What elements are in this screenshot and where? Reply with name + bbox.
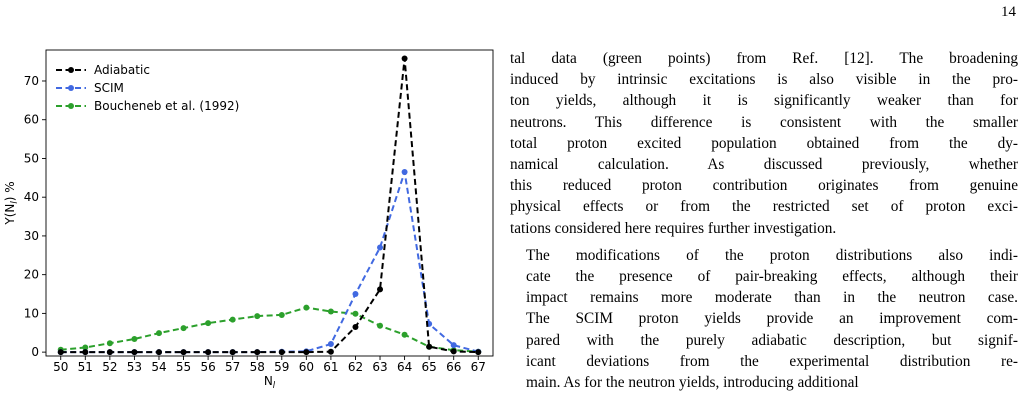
paragraph-1: tal data (green points) from Ref. [12]. … <box>510 48 1018 239</box>
x-tick-label: 63 <box>372 360 387 374</box>
data-point <box>106 349 113 356</box>
data-point <box>155 349 162 356</box>
text-line: pared with the purely adiabatic descript… <box>526 331 1018 349</box>
legend-label: Adiabatic <box>94 63 150 77</box>
x-axis-label: Nl <box>264 374 276 391</box>
chart-figure: 50 51 52 53 54 55 56 57 58 59 60 61 62 63 64 65 66 67 0 10 2… <box>0 30 500 411</box>
text-line: ton yields, although it is significantly… <box>510 92 1018 110</box>
series-line-0 <box>60 58 479 354</box>
text-line: tal data (green points) from Ref. [12]. … <box>510 50 1018 67</box>
x-tick-label: 67 <box>471 360 486 374</box>
data-point <box>254 349 261 356</box>
data-point <box>303 304 310 311</box>
text-line: total proton excited population obtained… <box>510 134 1018 152</box>
data-point <box>327 348 334 355</box>
x-tick-label: 53 <box>127 360 142 374</box>
y-tick-label: 0 <box>31 345 39 359</box>
data-point <box>401 55 408 62</box>
series-line-2 <box>60 306 479 353</box>
data-point <box>327 308 334 315</box>
data-point <box>303 349 310 356</box>
x-tick-label: 56 <box>200 360 215 374</box>
data-point <box>180 349 187 356</box>
data-point <box>131 335 138 342</box>
data-point <box>401 169 408 176</box>
data-point <box>278 349 285 356</box>
x-tick-label: 65 <box>422 360 437 374</box>
data-point <box>254 313 261 320</box>
data-point <box>229 316 236 323</box>
data-point <box>180 325 187 332</box>
text-line: namical calculation. As discussed previo… <box>510 156 1018 174</box>
y-tick-label: 50 <box>24 151 39 165</box>
data-point <box>450 342 457 349</box>
data-point <box>401 331 408 338</box>
legend-swatch-point <box>68 103 74 109</box>
plot-frame <box>45 49 494 357</box>
x-axis-label-subscript: l <box>273 381 276 391</box>
data-point <box>327 340 334 347</box>
body-text: tal data (green points) from Ref. [12]. … <box>510 48 1018 411</box>
data-point <box>377 286 384 293</box>
data-point <box>352 323 359 330</box>
x-tick-label: 50 <box>53 360 68 374</box>
x-tick-label: 55 <box>176 360 191 374</box>
page-number: 14 <box>1001 4 1016 20</box>
text-line: tations considered here requires further… <box>510 219 837 237</box>
x-tick-label: 57 <box>225 360 240 374</box>
y-tick-label: 70 <box>24 74 39 88</box>
data-point <box>106 340 113 347</box>
y-tick-label: 30 <box>24 229 39 243</box>
data-point <box>352 310 359 317</box>
paragraph-2: The modifications of the proton distribu… <box>510 245 1018 393</box>
x-tick-label: 54 <box>151 360 166 374</box>
x-tick-label: 61 <box>323 360 338 374</box>
legend-swatch-point <box>68 67 74 73</box>
data-point <box>278 311 285 318</box>
chart-svg: 50 51 52 53 54 55 56 57 58 59 60 61 62 63 64 65 66 67 0 10 2… <box>3 49 494 391</box>
y-axis-label-subscript: l <box>10 201 20 204</box>
text-line: The SCIM proton yields provide an improv… <box>526 310 1018 328</box>
data-point <box>82 344 89 351</box>
y-tick-label: 20 <box>24 268 39 282</box>
x-tick-label: 59 <box>274 360 289 374</box>
text-line: icant deviations from the experimental d… <box>526 352 1018 370</box>
data-point <box>155 330 162 337</box>
y-tick-label: 10 <box>24 306 39 320</box>
text-line: main. As for the neutron yields, introdu… <box>526 374 859 392</box>
text-line: physical effects or from the restricted … <box>510 198 1018 216</box>
legend-swatch-point <box>68 85 74 91</box>
legend-label: SCIM <box>94 81 124 95</box>
text-line: neutrons. This difference is consistent … <box>510 113 1018 131</box>
legend-label: Boucheneb et al. (1992) <box>94 99 239 113</box>
y-tick-label: 40 <box>24 190 39 204</box>
x-tick-label: 58 <box>250 360 265 374</box>
text-line: cate the presence of pair-breaking effec… <box>526 268 1018 286</box>
data-point <box>450 348 457 355</box>
data-point <box>205 320 212 327</box>
data-point <box>475 349 482 356</box>
data-point <box>57 349 64 356</box>
y-tick-label: 60 <box>24 113 39 127</box>
text-line: impact remains more moderate than in the… <box>526 289 1018 307</box>
x-tick-label: 52 <box>102 360 117 374</box>
text-line: this reduced proton contribution origina… <box>510 177 1018 195</box>
data-point <box>377 244 384 251</box>
data-point <box>82 349 89 356</box>
y-axis-label-suffix: ) % <box>3 181 17 201</box>
text-line: The modifications of the proton distribu… <box>526 246 1018 264</box>
data-point <box>426 343 433 350</box>
data-point <box>377 322 384 329</box>
y-axis-label: Y(Nl) % <box>3 181 20 225</box>
x-tick-label: 51 <box>78 360 93 374</box>
data-point <box>352 291 359 298</box>
data-point <box>131 349 138 356</box>
x-tick-label: 60 <box>299 360 314 374</box>
text-line: induced by intrinsic excitations is also… <box>510 71 1018 89</box>
x-tick-label: 62 <box>348 360 363 374</box>
data-point <box>205 349 212 356</box>
x-tick-label: 66 <box>446 360 461 374</box>
data-point <box>229 349 236 356</box>
x-tick-label: 64 <box>397 360 412 374</box>
